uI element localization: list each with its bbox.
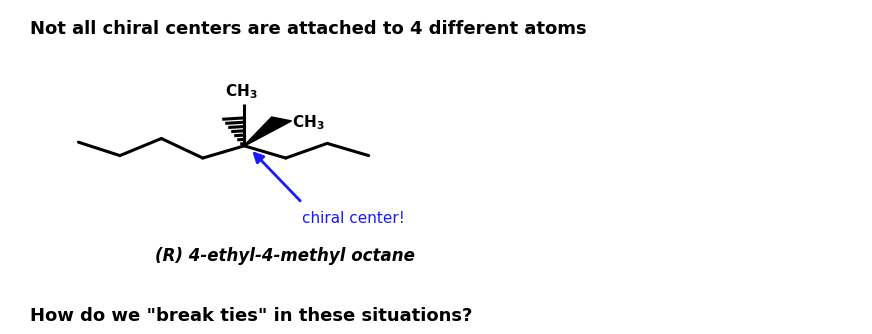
- Text: (R) 4-ethyl-4-methyl octane: (R) 4-ethyl-4-methyl octane: [155, 247, 415, 265]
- Text: $\mathregular{CH_3}$: $\mathregular{CH_3}$: [292, 113, 324, 132]
- Text: How do we "break ties" in these situations?: How do we "break ties" in these situatio…: [30, 307, 473, 325]
- Text: chiral center!: chiral center!: [302, 211, 405, 226]
- Polygon shape: [244, 117, 291, 146]
- Text: Not all chiral centers are attached to 4 different atoms: Not all chiral centers are attached to 4…: [30, 20, 587, 38]
- Text: $\mathregular{CH_3}$: $\mathregular{CH_3}$: [225, 82, 258, 101]
